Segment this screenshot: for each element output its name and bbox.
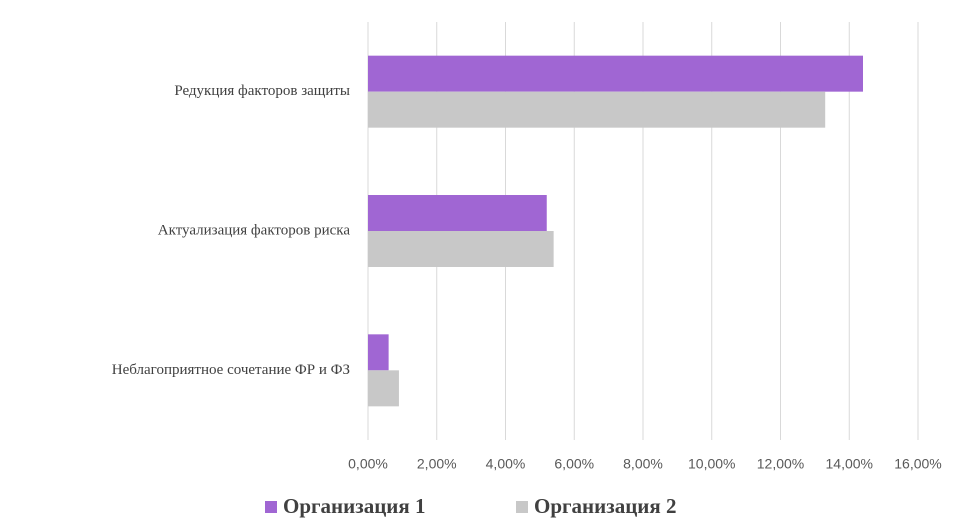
bar xyxy=(368,370,399,407)
bar xyxy=(368,231,554,267)
x-tick-label: 10,00% xyxy=(688,456,735,472)
legend-swatch xyxy=(265,501,277,513)
x-tick-label: 14,00% xyxy=(826,456,873,472)
x-tick-label: 16,00% xyxy=(894,456,941,472)
legend-swatch xyxy=(516,501,528,513)
x-tick-label: 6,00% xyxy=(554,456,594,472)
legend-label: Организация 1 xyxy=(283,494,426,518)
category-label: Актуализация факторов риска xyxy=(158,222,351,238)
bar xyxy=(368,55,863,92)
x-tick-label: 12,00% xyxy=(757,456,804,472)
legend-label: Организация 2 xyxy=(534,494,677,518)
category-label: Редукция факторов защиты xyxy=(174,83,350,99)
bar xyxy=(368,195,547,231)
x-tick-label: 2,00% xyxy=(417,456,457,472)
category-label: Неблагоприятное сочетание ФР и ФЗ xyxy=(112,362,350,378)
bar xyxy=(368,334,389,371)
x-tick-label: 8,00% xyxy=(623,456,663,472)
bar xyxy=(368,91,826,128)
x-tick-label: 4,00% xyxy=(486,456,526,472)
x-tick-label: 0,00% xyxy=(348,456,388,472)
